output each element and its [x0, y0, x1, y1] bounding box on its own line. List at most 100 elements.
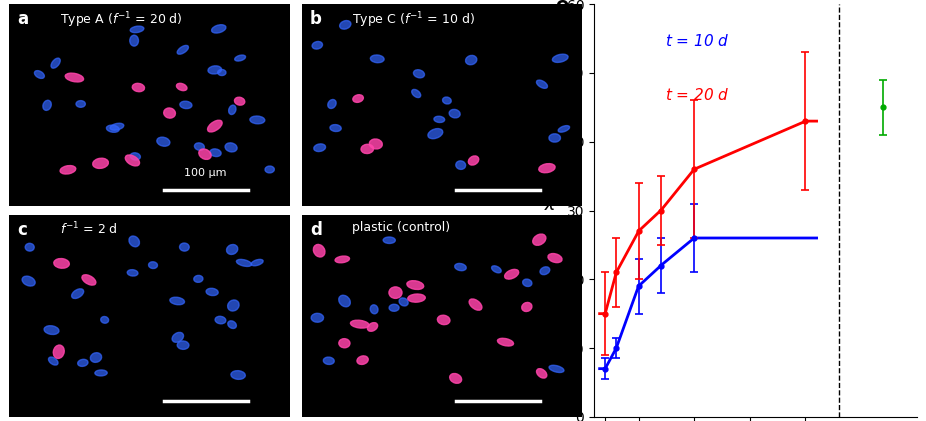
Ellipse shape — [536, 80, 547, 88]
Ellipse shape — [399, 298, 408, 306]
Ellipse shape — [313, 245, 325, 257]
Text: Type C ($f^{-1}$ = 10 d): Type C ($f^{-1}$ = 10 d) — [352, 10, 475, 30]
Ellipse shape — [94, 370, 107, 376]
Ellipse shape — [314, 144, 326, 152]
Ellipse shape — [148, 262, 157, 269]
Ellipse shape — [227, 245, 238, 254]
Ellipse shape — [407, 281, 424, 290]
Ellipse shape — [207, 120, 222, 132]
Ellipse shape — [449, 109, 460, 118]
Ellipse shape — [234, 55, 245, 61]
Ellipse shape — [180, 243, 189, 251]
Ellipse shape — [536, 369, 547, 378]
Ellipse shape — [131, 153, 141, 160]
Ellipse shape — [211, 25, 226, 33]
Ellipse shape — [60, 165, 76, 174]
Ellipse shape — [156, 137, 169, 146]
Ellipse shape — [434, 116, 444, 123]
Ellipse shape — [110, 123, 124, 130]
Ellipse shape — [353, 95, 363, 102]
Ellipse shape — [127, 269, 138, 276]
Ellipse shape — [311, 313, 323, 322]
Ellipse shape — [350, 320, 369, 328]
Ellipse shape — [521, 302, 532, 312]
Ellipse shape — [78, 359, 88, 366]
Ellipse shape — [231, 370, 245, 379]
Ellipse shape — [125, 155, 140, 166]
Ellipse shape — [540, 267, 550, 274]
Ellipse shape — [368, 322, 378, 331]
Ellipse shape — [51, 58, 60, 68]
Ellipse shape — [437, 315, 450, 325]
Ellipse shape — [71, 289, 83, 298]
Text: 100 μm: 100 μm — [184, 168, 227, 178]
Ellipse shape — [335, 256, 349, 263]
Ellipse shape — [549, 134, 560, 142]
Ellipse shape — [172, 332, 183, 342]
Ellipse shape — [44, 326, 59, 335]
Ellipse shape — [323, 357, 334, 365]
Ellipse shape — [101, 317, 108, 323]
Ellipse shape — [225, 143, 237, 152]
Ellipse shape — [236, 259, 252, 266]
Ellipse shape — [81, 275, 96, 285]
Ellipse shape — [54, 345, 64, 358]
Ellipse shape — [65, 73, 83, 82]
Ellipse shape — [369, 139, 382, 149]
Ellipse shape — [328, 99, 336, 109]
Ellipse shape — [106, 125, 119, 132]
Ellipse shape — [455, 264, 467, 271]
Text: plastic (control): plastic (control) — [352, 221, 450, 234]
Ellipse shape — [199, 149, 211, 160]
Ellipse shape — [469, 299, 482, 310]
Ellipse shape — [194, 275, 203, 282]
Ellipse shape — [132, 83, 144, 92]
Ellipse shape — [413, 70, 424, 78]
Text: $t$ = 20 d: $t$ = 20 d — [665, 87, 730, 103]
Ellipse shape — [234, 97, 244, 105]
Ellipse shape — [549, 365, 564, 373]
Ellipse shape — [505, 269, 519, 279]
Text: $f^{-1}$ = 2 d: $f^{-1}$ = 2 d — [60, 221, 118, 237]
Ellipse shape — [130, 35, 139, 46]
Ellipse shape — [180, 101, 192, 109]
Text: e: e — [556, 0, 569, 15]
Ellipse shape — [492, 266, 501, 273]
Ellipse shape — [370, 305, 378, 314]
Ellipse shape — [552, 54, 569, 62]
Ellipse shape — [218, 69, 226, 75]
Ellipse shape — [25, 243, 34, 251]
Text: a: a — [18, 10, 29, 28]
Ellipse shape — [208, 66, 221, 74]
Text: $t$ = 10 d: $t$ = 10 d — [665, 33, 730, 49]
Ellipse shape — [361, 144, 373, 154]
Ellipse shape — [428, 128, 443, 139]
Ellipse shape — [210, 149, 221, 157]
Ellipse shape — [312, 41, 322, 49]
Ellipse shape — [407, 294, 425, 302]
Ellipse shape — [93, 158, 108, 168]
Ellipse shape — [206, 288, 219, 296]
Ellipse shape — [177, 83, 187, 91]
Ellipse shape — [34, 71, 44, 78]
Ellipse shape — [539, 164, 555, 173]
Ellipse shape — [228, 300, 239, 311]
Ellipse shape — [164, 108, 175, 118]
Ellipse shape — [522, 279, 532, 287]
Text: d: d — [310, 221, 322, 239]
Ellipse shape — [177, 341, 189, 349]
Ellipse shape — [54, 258, 69, 268]
Ellipse shape — [466, 56, 477, 65]
Ellipse shape — [357, 356, 369, 365]
Ellipse shape — [412, 89, 420, 98]
Text: Type A ($f^{-1}$ = 20 d): Type A ($f^{-1}$ = 20 d) — [60, 10, 182, 30]
Ellipse shape — [383, 237, 395, 243]
Ellipse shape — [443, 97, 451, 104]
Ellipse shape — [129, 236, 140, 247]
Text: b: b — [310, 10, 322, 28]
Ellipse shape — [251, 259, 263, 266]
Ellipse shape — [177, 45, 189, 54]
Ellipse shape — [389, 304, 399, 311]
Ellipse shape — [76, 101, 85, 107]
Ellipse shape — [250, 116, 265, 124]
